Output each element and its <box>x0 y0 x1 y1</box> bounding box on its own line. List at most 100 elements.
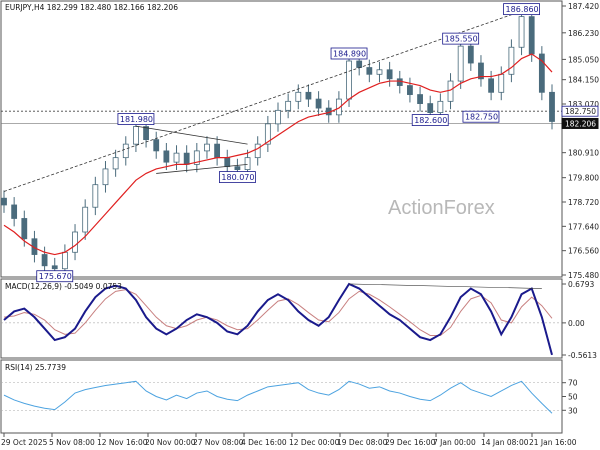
price-candle <box>295 91 302 102</box>
price-annotation-box <box>462 110 500 123</box>
price-candle <box>396 78 403 86</box>
macd-main-line <box>3 282 553 356</box>
price-tick-label: 183.070 <box>568 100 599 109</box>
price-candle <box>335 98 342 116</box>
price-candle <box>346 60 352 100</box>
price-candle <box>214 143 221 159</box>
price-annotation-box <box>411 114 449 126</box>
price-candle <box>153 139 160 152</box>
triangle-upper-line <box>135 125 248 145</box>
time-tick-label: 19 Dec 08:00 <box>337 438 388 447</box>
price-candle <box>275 109 281 125</box>
price-annotation-box <box>442 32 480 45</box>
price-annotation-box <box>330 47 368 60</box>
price-candle <box>11 204 18 219</box>
rising-trendline <box>3 10 522 192</box>
price-tick-label: 185.050 <box>568 55 599 64</box>
price-candle <box>508 46 515 75</box>
rsi-axis: 70 50 30 <box>1 379 578 415</box>
price-tick-label: 179.800 <box>568 174 599 183</box>
price-candle <box>356 60 363 68</box>
price-candle <box>224 157 231 168</box>
price-candle <box>41 254 48 267</box>
price-candle <box>457 45 464 82</box>
time-tick-label: 20 Nov 00:00 <box>145 438 196 447</box>
level-tag-label: 182.750 <box>565 107 596 116</box>
time-tick-label: 5 Nov 08:00 <box>49 438 95 447</box>
watermark: ActionForex <box>388 197 495 219</box>
level-tag <box>561 105 599 117</box>
price-annotation-box <box>219 171 256 183</box>
price-candle <box>1 197 7 206</box>
price-plot <box>1 8 555 277</box>
macd-divergence-line <box>349 283 542 289</box>
macd-plot <box>3 282 553 356</box>
price-candle <box>315 98 322 109</box>
price-candle <box>407 85 413 95</box>
price-candle <box>92 184 99 208</box>
price-candle <box>264 123 271 145</box>
price-annotation-box <box>117 113 155 125</box>
triangle-lower-line <box>156 164 248 174</box>
price-tick-label: 184.150 <box>568 76 599 85</box>
price-candle <box>51 265 58 270</box>
macd-tick-label: 0.6793 <box>568 280 594 289</box>
time-tick-label: 29 Dec 16:00 <box>385 438 436 447</box>
annotation-layer: 186.860 185.550 184.890 181.980 182.600 182.7… <box>36 3 540 283</box>
time-tick-label: 21 Jan 16:00 <box>529 438 577 447</box>
macd-axis: 0.6793 0.00 -0.5613 <box>1 280 597 360</box>
macd-tick-label: -0.5613 <box>568 351 597 360</box>
rsi-label: RSI(14) 25.7739 <box>5 363 66 372</box>
price-annotation-label: 182.750 <box>465 113 498 122</box>
price-candle <box>133 126 139 145</box>
price-candle <box>467 45 474 64</box>
macd-signal-line <box>3 289 553 336</box>
price-tick-label: 187.420 <box>568 2 599 11</box>
price-candle <box>366 67 373 75</box>
rsi-panel <box>0 359 563 434</box>
time-tick-label: 12 Nov 16:00 <box>97 438 148 447</box>
price-candle <box>163 150 170 163</box>
price-candle <box>173 152 180 163</box>
price-tick-label: 178.720 <box>568 198 599 207</box>
price-candle <box>498 73 505 93</box>
price-candle <box>478 62 484 80</box>
symbol-ohlc-header: EURJPY,H4 182.299 182.480 182.166 182.20… <box>5 3 178 12</box>
price-candle <box>376 69 383 75</box>
price-candle <box>528 16 535 55</box>
price-candle <box>82 206 89 233</box>
price-candle <box>193 150 200 165</box>
price-annotation-label: 185.550 <box>445 35 478 44</box>
price-annotation-label: 182.600 <box>414 116 447 125</box>
price-tick-label: 180.910 <box>568 149 599 158</box>
price-candle <box>549 91 555 122</box>
price-annotation-label: 184.890 <box>333 49 366 58</box>
price-candle <box>72 231 78 253</box>
price-annotation-label: 186.860 <box>506 5 539 14</box>
price-candle <box>244 157 251 170</box>
price-annotation-box <box>503 3 540 16</box>
price-annotation-label: 181.980 <box>120 115 153 124</box>
price-candle <box>102 168 109 186</box>
price-candle <box>143 126 149 141</box>
rsi-plot <box>3 380 553 414</box>
price-candle <box>234 166 241 170</box>
price-candle <box>204 143 210 152</box>
price-annotation-box <box>36 270 74 283</box>
current-price-tag <box>561 117 599 129</box>
price-annotation-label: 180.070 <box>221 173 254 182</box>
rsi-tick-label: 30 <box>568 406 578 415</box>
time-tick-label: 27 Nov 08:00 <box>193 438 244 447</box>
macd-panel <box>0 278 563 359</box>
rsi-tick-label: 70 <box>568 379 578 388</box>
price-candle <box>447 80 454 102</box>
price-annotation-label: 175.670 <box>39 272 72 281</box>
price-candle <box>386 69 393 80</box>
time-tick-label: 12 Dec 00:00 <box>289 438 340 447</box>
rsi-tick-label: 50 <box>568 393 578 402</box>
moving-average-line <box>3 53 553 256</box>
price-candle <box>183 152 190 165</box>
current-price-label: 182.206 <box>565 119 596 128</box>
